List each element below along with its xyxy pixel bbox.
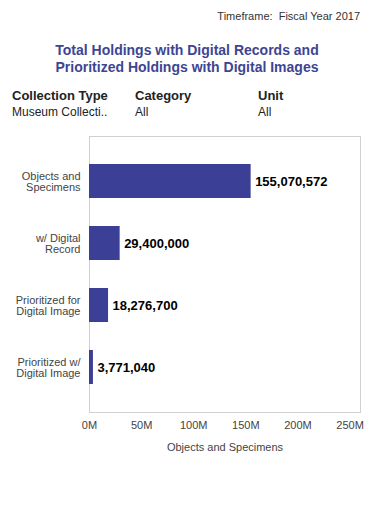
svg-text:Objects and Specimens: Objects and Specimens (167, 441, 284, 453)
html-text:Collection Type: Collection Type (12, 88, 108, 103)
html-text:Timeframe: Fiscal Year 2017: Timeframe: Fiscal Year 2017 (217, 10, 360, 22)
html-text:Total Holdings with Digital Re: Total Holdings with Digital Records and … (55, 42, 319, 75)
svg-text:250M: 250M (336, 419, 364, 431)
svg-text:3,771,040: 3,771,040 (97, 360, 155, 375)
svg-text:29,400,000: 29,400,000 (124, 236, 189, 251)
svg-text:150M: 150M (232, 419, 260, 431)
svg-text:200M: 200M (284, 419, 312, 431)
html-text:Unit: Unit (258, 88, 284, 103)
svg-text:Objects andSpecimens: Objects andSpecimens (22, 170, 81, 193)
svg-text:w/ DigitalRecord: w/ DigitalRecord (35, 232, 81, 255)
svg-text:18,276,700: 18,276,700 (113, 298, 178, 313)
svg-text:50M: 50M (131, 419, 152, 431)
svg-text:100M: 100M (180, 419, 208, 431)
svg-text:Prioritized forDigital Image: Prioritized forDigital Image (16, 294, 81, 317)
svg-text:0M: 0M (82, 419, 97, 431)
html-text:Category: Category (135, 88, 192, 103)
svg-text:Prioritized w/Digital Image: Prioritized w/Digital Image (16, 356, 81, 379)
html-text:All: All (135, 105, 149, 119)
html-text:Museum Collecti..: Museum Collecti.. (12, 105, 108, 119)
svg-text:155,070,572: 155,070,572 (255, 174, 327, 189)
html-text:All: All (258, 105, 272, 119)
